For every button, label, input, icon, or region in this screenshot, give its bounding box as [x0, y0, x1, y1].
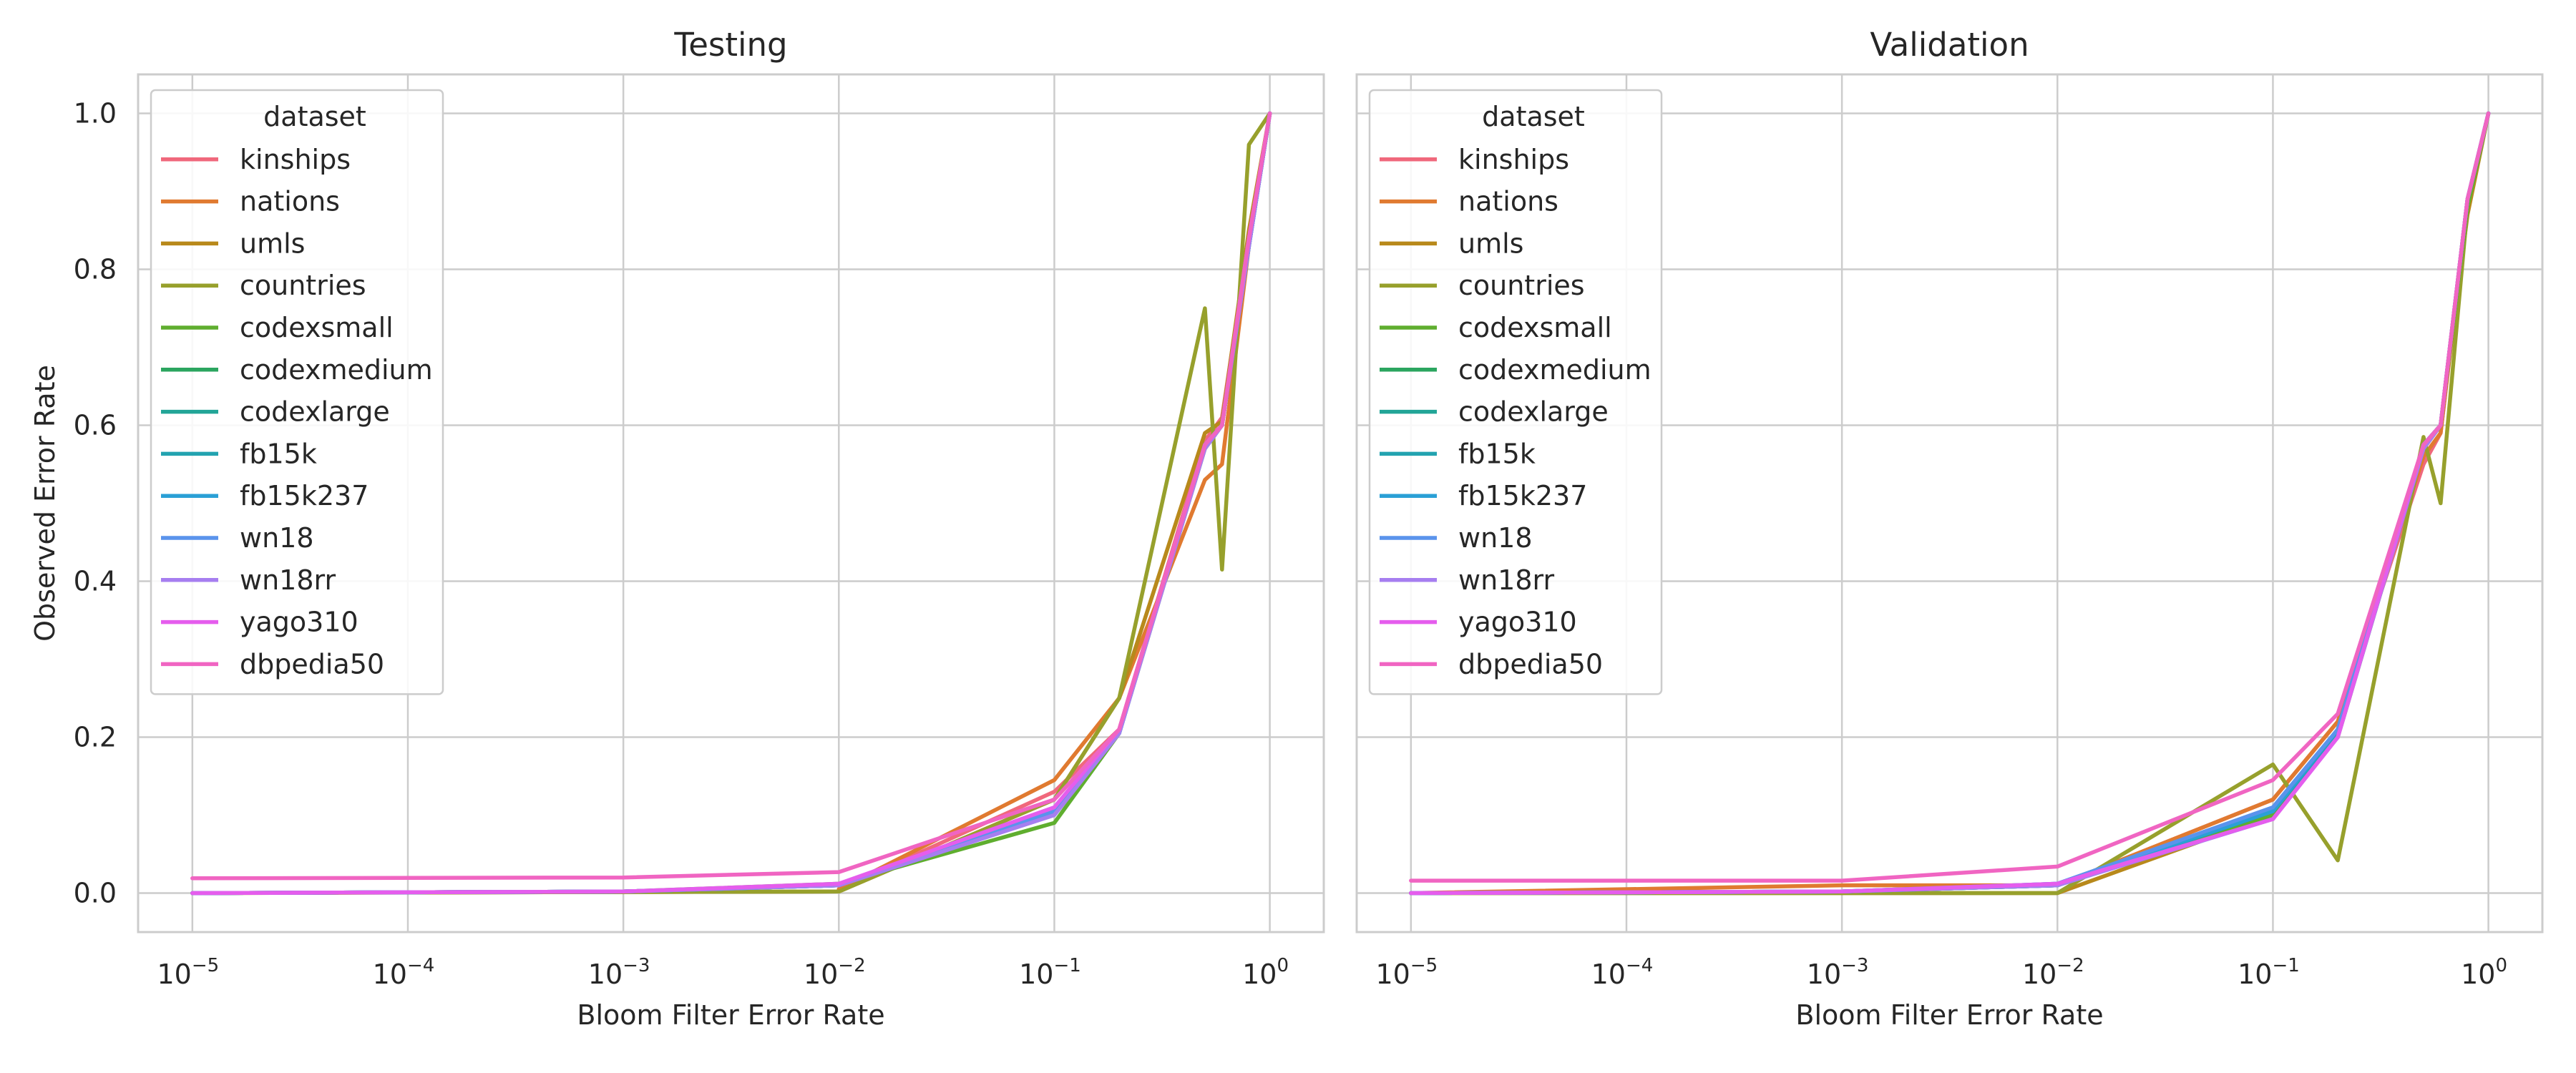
legend-box — [1368, 89, 1663, 695]
series-line-countries — [190, 111, 1272, 896]
x-tick-label: 10−3 — [1807, 955, 1869, 990]
legend: dataset kinships nations umls countries codex… — [150, 89, 444, 695]
y-tick-label: 0.4 — [74, 566, 117, 597]
chart-title: Validation — [1870, 26, 2029, 64]
legend-entry: umls — [240, 227, 305, 259]
chart-panel-1: 10−5 10−4 10−3 10−2 10−1 100 Validation Bloom F… — [1355, 26, 2544, 1031]
chart-panel-0: 0.0 0.2 0.4 0.6 0.8 1.0 10−5 10−4 10−3 10−2 10−1 10… — [29, 26, 1325, 1031]
chart-title: Testing — [673, 26, 787, 64]
legend-entry: codexlarge — [240, 396, 390, 428]
x-tick-label: 10−1 — [2238, 955, 2300, 990]
legend-entry: umls — [1458, 227, 1523, 259]
x-tick-label: 100 — [1242, 955, 1289, 990]
x-axis-label: Bloom Filter Error Rate — [1795, 999, 2103, 1031]
plot-frame — [1355, 73, 2544, 934]
legend-entry: codexmedium — [240, 354, 433, 386]
legend-entry: wn18 — [1458, 522, 1533, 554]
legend-entry: nations — [1458, 186, 1558, 217]
legend-entry: countries — [1458, 270, 1585, 301]
legend-entry: kinships — [240, 144, 351, 175]
x-tick-label: 10−5 — [1375, 955, 1438, 990]
series-line-dbpedia50 — [190, 111, 1272, 881]
x-tick-label: 10−5 — [157, 955, 219, 990]
y-tick-label: 0.6 — [74, 410, 117, 441]
x-tick-label: 10−2 — [804, 955, 866, 990]
legend-entry: codexlarge — [1458, 396, 1609, 428]
legend-entry: codexsmall — [1458, 312, 1612, 343]
legend-entry: kinships — [1458, 144, 1569, 175]
legend-entry: yago310 — [240, 607, 358, 638]
legend-entry: fb15k — [1458, 438, 1536, 469]
legend-entry: yago310 — [1458, 607, 1577, 638]
legend-entry: wn18rr — [1458, 564, 1554, 596]
x-tick-label: 10−4 — [373, 955, 435, 990]
y-tick-label: 0.2 — [74, 722, 117, 753]
legend-entry: dbpedia50 — [240, 648, 384, 680]
legend-box — [150, 89, 444, 695]
y-tick-label: 0.8 — [74, 254, 117, 285]
legend-entry: fb15k237 — [1458, 480, 1587, 511]
legend-entry: wn18rr — [240, 564, 336, 596]
x-tick-label: 10−2 — [2022, 955, 2084, 990]
legend-title: dataset — [1482, 101, 1585, 132]
plot-frame — [137, 73, 1325, 934]
legend-entry: codexsmall — [240, 312, 394, 343]
x-tick-label: 10−1 — [1019, 955, 1081, 990]
legend-entry: fb15k237 — [240, 480, 369, 511]
legend-entry: wn18 — [240, 522, 314, 554]
legend-entry: codexmedium — [1458, 354, 1652, 386]
legend: dataset kinships nations umls countries codex… — [1368, 89, 1663, 695]
x-tick-label: 10−4 — [1591, 955, 1654, 990]
x-tick-label: 10−3 — [588, 955, 650, 990]
legend-title: dataset — [263, 101, 366, 132]
legend-entry: fb15k — [240, 438, 317, 469]
series-lines — [190, 111, 1272, 896]
y-tick-label: 0.0 — [74, 878, 117, 909]
series-line-dbpedia50 — [1409, 111, 2491, 883]
y-tick-label: 1.0 — [74, 98, 117, 129]
legend-entry: dbpedia50 — [1458, 648, 1603, 680]
x-tick-label: 100 — [2461, 955, 2507, 990]
x-axis-label: Bloom Filter Error Rate — [577, 999, 884, 1031]
y-axis-label: Observed Error Rate — [29, 365, 61, 642]
legend-entry: countries — [240, 270, 366, 301]
series-lines — [1409, 111, 2491, 896]
legend-entry: nations — [240, 186, 340, 217]
